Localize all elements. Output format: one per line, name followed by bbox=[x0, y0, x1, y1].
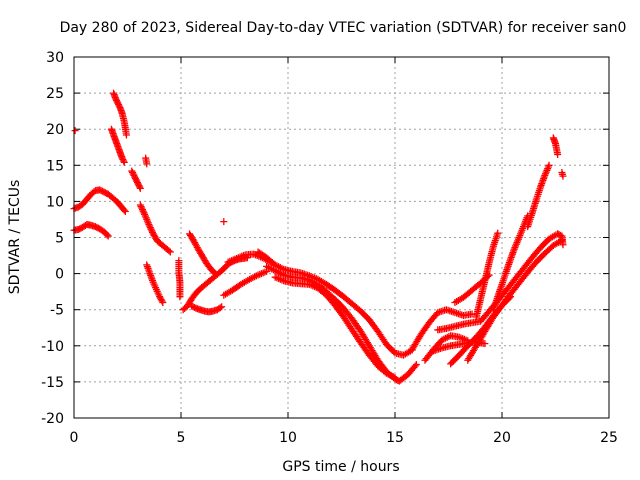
x-tick-label: 10 bbox=[279, 430, 297, 446]
y-tick-label: -10 bbox=[41, 339, 64, 355]
data-point bbox=[211, 270, 219, 278]
data-point bbox=[545, 161, 553, 169]
data-series bbox=[136, 201, 174, 256]
data-series bbox=[464, 293, 515, 364]
data-series bbox=[489, 212, 532, 314]
data-point bbox=[121, 208, 129, 216]
data-point bbox=[220, 218, 228, 226]
data-series bbox=[434, 230, 562, 334]
data-point bbox=[176, 293, 184, 301]
data-series bbox=[451, 271, 493, 306]
x-tick-label: 5 bbox=[177, 430, 186, 446]
data-point bbox=[145, 221, 153, 229]
data-series bbox=[128, 167, 144, 192]
data-point bbox=[143, 160, 151, 168]
data-series bbox=[186, 230, 219, 278]
data-series bbox=[142, 154, 151, 168]
data-series bbox=[549, 134, 562, 158]
data-series bbox=[554, 230, 567, 249]
data-point bbox=[103, 231, 111, 239]
data-point bbox=[138, 206, 146, 214]
data-point bbox=[165, 247, 173, 255]
data-point bbox=[104, 232, 112, 240]
data-point bbox=[147, 225, 155, 233]
y-tick-label: 25 bbox=[46, 86, 64, 102]
data-point bbox=[485, 271, 493, 279]
data-point bbox=[148, 227, 156, 235]
data-series bbox=[408, 306, 476, 353]
data-series bbox=[220, 218, 228, 226]
data-point bbox=[136, 201, 144, 209]
data-point bbox=[146, 222, 154, 230]
y-tick-label: -20 bbox=[41, 411, 64, 427]
y-tick-label: 20 bbox=[46, 122, 64, 138]
data-series bbox=[524, 161, 553, 231]
data-point bbox=[136, 183, 144, 191]
data-point bbox=[146, 224, 154, 232]
y-tick-label: 30 bbox=[46, 50, 64, 66]
chart-title: Day 280 of 2023, Sidereal Day-to-day VTE… bbox=[60, 20, 627, 36]
data-point bbox=[412, 361, 420, 369]
data-point bbox=[137, 203, 145, 211]
data-point bbox=[159, 298, 167, 306]
data-point bbox=[166, 248, 174, 256]
data-point bbox=[505, 294, 513, 302]
data-point bbox=[210, 269, 218, 277]
data-series bbox=[110, 89, 130, 139]
y-axis-label: SDTVAR / TECUs bbox=[7, 180, 23, 295]
y-tick-label: 10 bbox=[46, 194, 64, 210]
data-point bbox=[120, 158, 128, 166]
y-tick-label: -15 bbox=[41, 375, 64, 391]
data-points bbox=[70, 89, 567, 385]
x-tick-label: 20 bbox=[493, 430, 511, 446]
x-tick-label: 0 bbox=[70, 430, 79, 446]
data-point bbox=[507, 293, 515, 301]
data-point bbox=[136, 184, 144, 192]
data-point bbox=[120, 157, 128, 165]
data-series bbox=[143, 261, 167, 306]
data-point bbox=[158, 297, 166, 305]
data-point bbox=[120, 206, 128, 214]
data-series bbox=[71, 127, 79, 135]
y-tick-label: -5 bbox=[50, 303, 64, 319]
data-point bbox=[559, 172, 567, 180]
data-series bbox=[188, 302, 226, 316]
data-point bbox=[554, 150, 562, 158]
data-point bbox=[216, 304, 224, 312]
y-tick-label: 5 bbox=[55, 231, 64, 247]
data-series bbox=[70, 186, 129, 216]
data-point bbox=[481, 340, 489, 348]
data-point bbox=[559, 241, 567, 249]
y-tick-label: 15 bbox=[46, 158, 64, 174]
plot-frame bbox=[73, 56, 610, 419]
data-point bbox=[122, 131, 130, 139]
data-point bbox=[148, 228, 156, 236]
y-tick-label: 0 bbox=[55, 267, 64, 283]
x-tick-label: 25 bbox=[600, 430, 618, 446]
data-series bbox=[175, 257, 184, 301]
data-point bbox=[411, 362, 419, 370]
x-axis-label: GPS time / hours bbox=[282, 459, 399, 475]
data-point bbox=[138, 204, 146, 212]
data-point bbox=[484, 272, 492, 280]
data-point bbox=[218, 303, 226, 311]
data-point bbox=[468, 310, 476, 318]
data-series bbox=[472, 229, 502, 321]
data-point bbox=[391, 374, 399, 382]
data-point bbox=[139, 207, 147, 215]
data-series bbox=[220, 267, 271, 299]
data-series bbox=[107, 125, 128, 166]
data-point bbox=[494, 229, 502, 237]
x-tick-label: 15 bbox=[386, 430, 404, 446]
data-point bbox=[140, 209, 148, 217]
data-series bbox=[558, 169, 567, 180]
data-series bbox=[271, 273, 399, 382]
data-point bbox=[71, 127, 79, 135]
data-series bbox=[254, 248, 416, 359]
